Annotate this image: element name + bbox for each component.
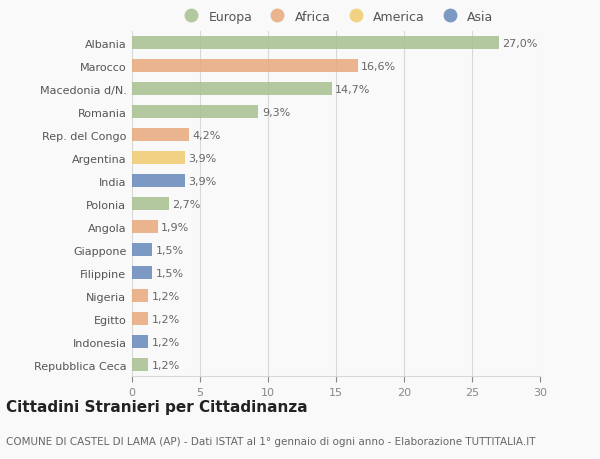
Text: 14,7%: 14,7% xyxy=(335,84,371,95)
Text: 1,5%: 1,5% xyxy=(156,245,184,255)
Bar xyxy=(132,221,158,234)
Text: 1,2%: 1,2% xyxy=(152,337,180,347)
Text: 1,2%: 1,2% xyxy=(152,291,180,301)
Text: 1,2%: 1,2% xyxy=(152,314,180,324)
Bar xyxy=(132,267,152,280)
Text: 9,3%: 9,3% xyxy=(262,107,290,118)
Bar xyxy=(132,106,259,119)
Bar xyxy=(132,175,185,188)
Bar xyxy=(132,313,148,325)
Text: 1,2%: 1,2% xyxy=(152,360,180,370)
Bar xyxy=(132,198,169,211)
Bar xyxy=(132,37,499,50)
Text: 16,6%: 16,6% xyxy=(361,62,396,72)
Text: 1,5%: 1,5% xyxy=(156,268,184,278)
Bar xyxy=(132,83,332,96)
Text: 3,9%: 3,9% xyxy=(188,176,217,186)
Bar xyxy=(132,152,185,165)
Bar xyxy=(132,358,148,371)
Text: 1,9%: 1,9% xyxy=(161,222,190,232)
Bar xyxy=(132,60,358,73)
Text: 27,0%: 27,0% xyxy=(503,39,538,49)
Bar xyxy=(132,336,148,348)
Bar xyxy=(132,244,152,257)
Bar xyxy=(132,129,189,142)
Text: COMUNE DI CASTEL DI LAMA (AP) - Dati ISTAT al 1° gennaio di ogni anno - Elaboraz: COMUNE DI CASTEL DI LAMA (AP) - Dati IST… xyxy=(6,436,536,446)
Text: 3,9%: 3,9% xyxy=(188,153,217,163)
Bar xyxy=(132,290,148,302)
Legend: Europa, Africa, America, Asia: Europa, Africa, America, Asia xyxy=(178,11,494,24)
Text: 2,7%: 2,7% xyxy=(172,199,200,209)
Text: 4,2%: 4,2% xyxy=(193,130,221,140)
Text: Cittadini Stranieri per Cittadinanza: Cittadini Stranieri per Cittadinanza xyxy=(6,399,308,414)
